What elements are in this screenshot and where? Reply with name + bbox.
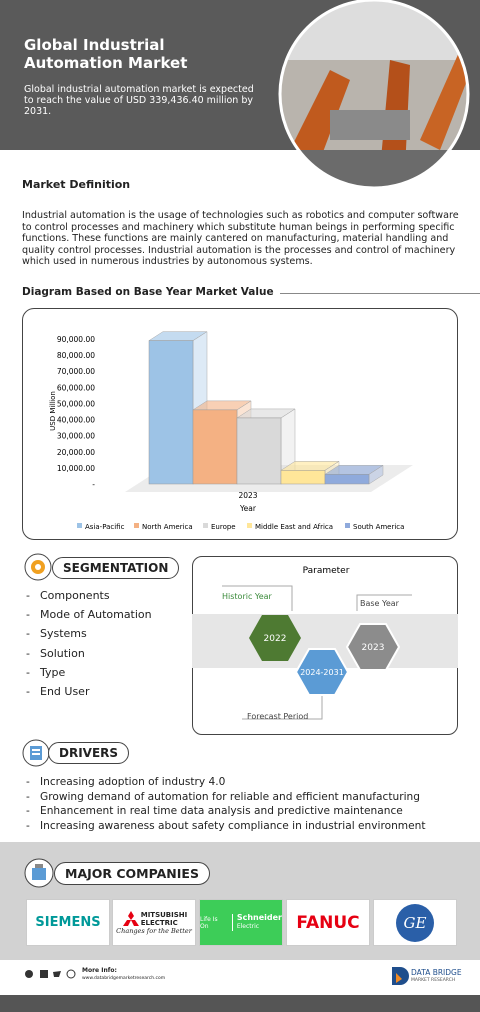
historic-label: Historic Year bbox=[222, 592, 273, 601]
y-axis-label: USD Million bbox=[49, 391, 57, 431]
forecast-years: 2024-2031 bbox=[300, 668, 344, 677]
y-tick-label: 50,000.00 bbox=[57, 399, 95, 408]
logo-fanuc: FANUC bbox=[286, 899, 370, 946]
schneider: Schneider bbox=[236, 913, 282, 922]
y-tick-label: 70,000.00 bbox=[57, 367, 95, 376]
x-tick-label: 2023 bbox=[238, 491, 257, 500]
definition-text: Industrial automation is the usage of te… bbox=[22, 210, 459, 268]
logo-mitsubishi: MITSUBISHI ELECTRIC Changes for the Better bbox=[112, 899, 196, 946]
mitsubishi-2: ELECTRIC bbox=[140, 918, 178, 927]
legend-swatch bbox=[77, 523, 82, 528]
list-item: Mode of Automation bbox=[26, 605, 152, 624]
legend-swatch bbox=[247, 523, 252, 528]
mitsubishi-mark bbox=[122, 910, 139, 926]
brand-sub: MARKET RESEARCH bbox=[411, 978, 456, 983]
base-label: Base Year bbox=[360, 599, 400, 608]
logo-ge: GE bbox=[373, 899, 457, 946]
seg-heading: SEGMENTATION bbox=[52, 557, 180, 579]
diagram-heading: Diagram Based on Base Year Market Value bbox=[22, 286, 280, 298]
siemens: SIEMENS bbox=[35, 915, 101, 930]
drivers-list: Increasing adoption of industry 4.0Growi… bbox=[26, 775, 426, 833]
base-year: 2023 bbox=[362, 643, 385, 653]
list-item: End User bbox=[26, 682, 152, 701]
seg-icon bbox=[24, 553, 52, 581]
y-tick-label: 20,000.00 bbox=[57, 448, 95, 457]
bar bbox=[148, 340, 194, 485]
parameter-diagram: Parameter Historic Year Base Year Foreca… bbox=[192, 566, 458, 721]
mitsubishi-1: MITSUBISHI bbox=[140, 910, 188, 919]
social-icons bbox=[25, 969, 76, 979]
mitsubishi-tag: Changes for the Better bbox=[116, 926, 192, 935]
schneider-2: Electric bbox=[236, 923, 260, 930]
title: Global Industrial Automation Market bbox=[24, 36, 188, 72]
brand-mark bbox=[392, 967, 409, 985]
list-item: Type bbox=[26, 663, 152, 682]
forecast-label: Forecast Period bbox=[247, 712, 308, 721]
y-tick-label: 60,000.00 bbox=[57, 383, 95, 392]
legend-swatch bbox=[134, 523, 139, 528]
legend-swatch bbox=[203, 523, 208, 528]
fanuc: FANUC bbox=[296, 912, 360, 933]
y-tick-label: - bbox=[92, 480, 95, 489]
bar bbox=[324, 474, 370, 485]
list-item: Increasing adoption of industry 4.0 bbox=[26, 775, 426, 790]
schneider-tag: Life Is On bbox=[200, 915, 218, 930]
list-item: Solution bbox=[26, 644, 152, 663]
subtitle: Global industrial automation market is e… bbox=[24, 84, 254, 117]
list-item: Systems bbox=[26, 624, 152, 643]
y-tick-label: 40,000.00 bbox=[57, 416, 95, 425]
companies-heading: MAJOR COMPANIES bbox=[54, 862, 210, 885]
drivers-heading: DRIVERS bbox=[48, 742, 130, 764]
y-tick-label: 80,000.00 bbox=[57, 351, 95, 360]
list-item: Growing demand of automation for reliabl… bbox=[26, 790, 426, 805]
y-tick-label: 90,000.00 bbox=[57, 335, 95, 344]
chart: - 10,000.00 20,000.00 30,000.00 40,000.00 50,… bbox=[49, 331, 413, 531]
list-item: Components bbox=[26, 586, 152, 605]
y-tick-label: 30,000.00 bbox=[57, 432, 95, 441]
bar bbox=[236, 417, 282, 485]
companies-icon bbox=[24, 858, 54, 888]
list-item: Enhancement in real time data analysis a… bbox=[26, 804, 426, 819]
bar bbox=[192, 409, 238, 485]
legend-label: South America bbox=[353, 523, 404, 531]
y-tick-label: 10,000.00 bbox=[57, 464, 95, 473]
brand: DATA BRIDGE bbox=[411, 968, 462, 977]
drivers-icon bbox=[22, 739, 50, 767]
logo-siemens: SIEMENS bbox=[26, 899, 110, 946]
ge: GE bbox=[396, 903, 434, 942]
legend-label: Middle East and Africa bbox=[255, 523, 333, 531]
param-title: Parameter bbox=[303, 566, 350, 576]
legend-label: Asia-Pacific bbox=[85, 523, 125, 531]
footer-url: www.databridgemarketresearch.com bbox=[82, 976, 166, 981]
list-item: Increasing awareness about safety compli… bbox=[26, 819, 426, 834]
header-image bbox=[278, 0, 470, 190]
more-info: More Info: bbox=[82, 967, 117, 974]
x-axis-label: Year bbox=[239, 504, 257, 513]
footer-band bbox=[0, 995, 480, 1012]
historic-year: 2022 bbox=[264, 634, 287, 644]
seg-list: ComponentsMode of AutomationSystemsSolut… bbox=[26, 586, 152, 701]
legend-swatch bbox=[345, 523, 350, 528]
chart-frame bbox=[22, 308, 458, 540]
legend-label: Europe bbox=[211, 523, 236, 531]
bar bbox=[280, 470, 326, 485]
definition-heading: Market Definition bbox=[22, 178, 131, 191]
logo-schneider: Life Is On Schneider Electric bbox=[199, 899, 283, 946]
legend-label: North America bbox=[142, 523, 193, 531]
